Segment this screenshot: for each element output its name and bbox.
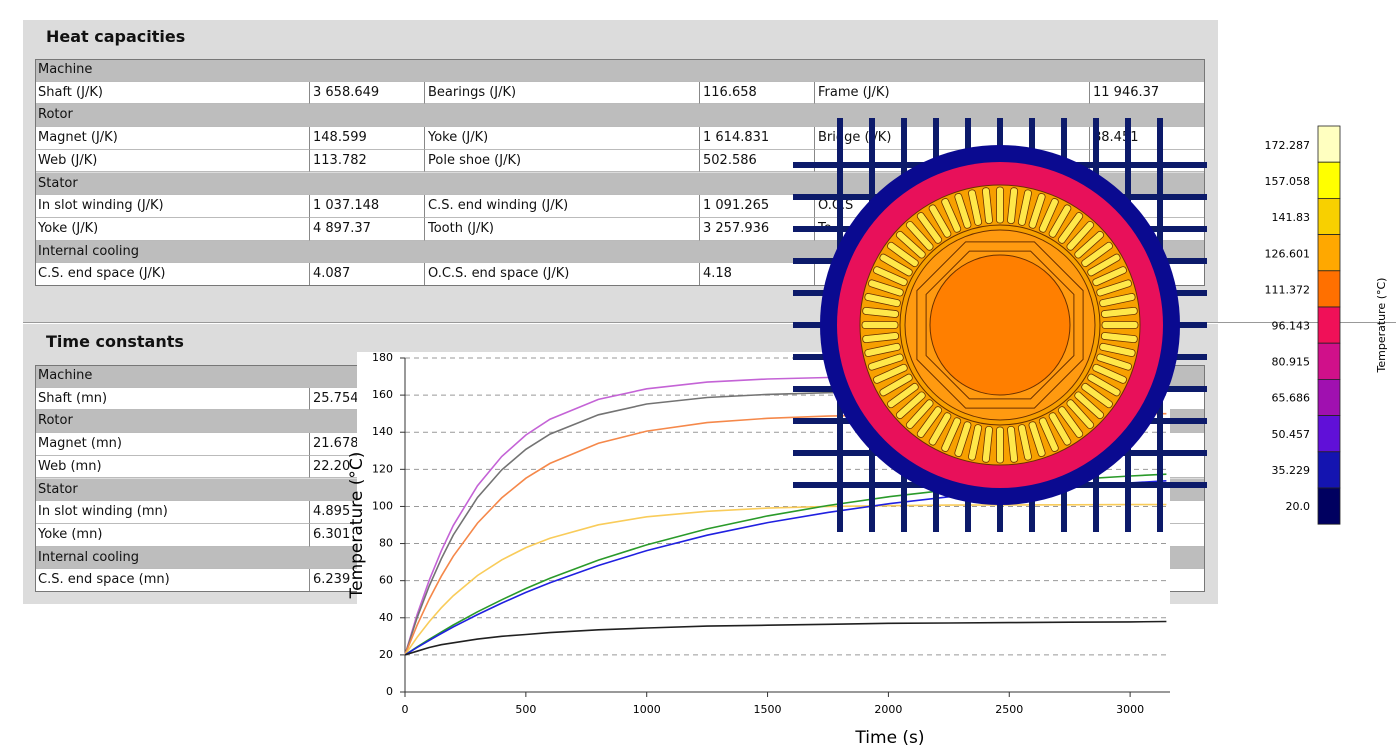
x-tick-label: 2500 xyxy=(995,703,1023,716)
slot xyxy=(1102,322,1138,329)
color-swatch xyxy=(1318,416,1340,452)
slot xyxy=(862,322,898,329)
colorbar-tick-label: 96.143 xyxy=(1272,320,1311,333)
colorbar-tick-label: 157.058 xyxy=(1265,175,1311,188)
x-tick-label: 500 xyxy=(515,703,536,716)
y-tick-label: 140 xyxy=(372,425,393,438)
color-swatch xyxy=(1318,452,1340,488)
y-tick-label: 20 xyxy=(379,648,393,661)
color-swatch xyxy=(1318,343,1340,379)
colorbar-tick-label: 35.229 xyxy=(1272,464,1311,477)
x-axis-label: Time (s) xyxy=(854,728,924,748)
y-tick-label: 0 xyxy=(386,685,393,698)
color-swatch xyxy=(1318,307,1340,343)
y-tick-label: 80 xyxy=(379,537,393,550)
colorbar-tick-label: 20.0 xyxy=(1286,500,1311,513)
colorbar-tick-label: 141.83 xyxy=(1272,211,1311,224)
y-axis-label: Temperature (°C) xyxy=(347,452,367,600)
colorbar-tick-label: 80.915 xyxy=(1272,356,1311,369)
color-swatch xyxy=(1318,271,1340,307)
color-swatch xyxy=(1318,379,1340,415)
color-swatch xyxy=(1318,162,1340,198)
color-swatch xyxy=(1318,235,1340,271)
y-tick-label: 180 xyxy=(372,351,393,364)
y-tick-label: 60 xyxy=(379,574,393,587)
colorbar-tick-label: 65.686 xyxy=(1272,392,1311,405)
x-tick-label: 1000 xyxy=(633,703,661,716)
slot xyxy=(997,187,1004,223)
y-tick-label: 160 xyxy=(372,388,393,401)
colorbar-tick-label: 50.457 xyxy=(1272,428,1311,441)
x-tick-label: 1500 xyxy=(754,703,782,716)
colorbar-tick-label: 111.372 xyxy=(1265,283,1311,296)
y-tick-label: 40 xyxy=(379,611,393,624)
x-tick-label: 0 xyxy=(402,703,409,716)
color-swatch xyxy=(1318,126,1340,162)
color-swatch xyxy=(1318,198,1340,234)
y-tick-label: 100 xyxy=(372,499,393,512)
y-tick-label: 120 xyxy=(372,462,393,475)
shaft xyxy=(930,255,1070,395)
x-tick-label: 2000 xyxy=(874,703,902,716)
x-tick-label: 3000 xyxy=(1116,703,1144,716)
slot xyxy=(997,427,1004,463)
color-swatch xyxy=(1318,488,1340,524)
colorbar-tick-label: 126.601 xyxy=(1265,247,1311,260)
colorbar-tick-label: 172.287 xyxy=(1265,139,1311,152)
colorbar-label: Temperature (°C) xyxy=(1375,278,1388,374)
